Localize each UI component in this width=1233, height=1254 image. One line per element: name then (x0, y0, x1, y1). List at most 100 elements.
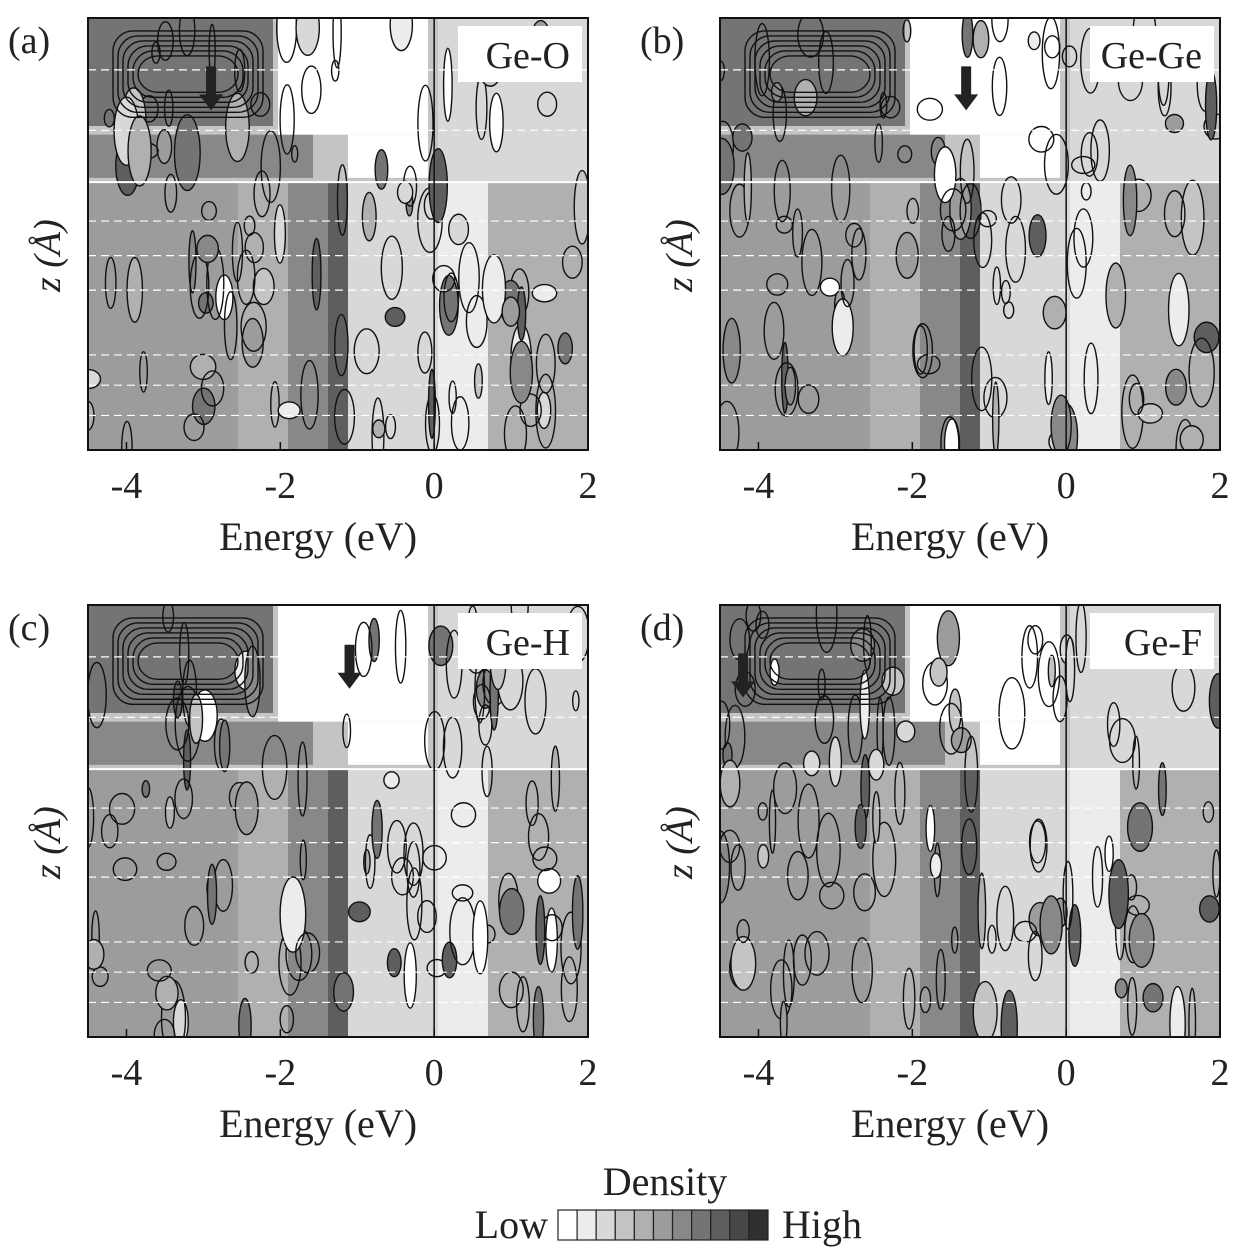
x-axis-label: Energy (eV) (851, 1101, 1049, 1146)
contour-line (428, 625, 454, 667)
colorbar-cell (691, 1209, 712, 1241)
contour-line (442, 47, 453, 122)
gap-region (980, 134, 1060, 178)
panel-annotation: Ge-F (1124, 622, 1202, 664)
gap-region (348, 721, 428, 765)
contour-line (240, 301, 267, 352)
colorbar-cell (633, 1209, 655, 1241)
contour-line (1169, 985, 1186, 1037)
contour-line (814, 695, 835, 745)
contour-line (162, 605, 175, 633)
contour-line (438, 274, 459, 336)
contour-line (571, 874, 584, 950)
contour-line (250, 91, 271, 117)
contour-line (1164, 368, 1188, 406)
contour-line (1028, 125, 1055, 153)
contour-line (557, 332, 574, 365)
contour-line (537, 91, 558, 117)
contour-line (371, 799, 383, 859)
y-axis-label: z (Å) (27, 219, 69, 293)
contour-line (763, 301, 785, 360)
contour-line (270, 380, 280, 428)
panel-annotation: Ge-H (486, 622, 570, 664)
contour-line (1027, 625, 1044, 655)
contour-line (465, 294, 488, 349)
contour-line (473, 363, 483, 399)
contour-line (481, 745, 493, 798)
x-tick-label: 0 (425, 465, 444, 507)
contour-line (736, 919, 750, 944)
contour-line (447, 213, 470, 246)
contour-line (279, 1004, 295, 1034)
contour-line (88, 938, 105, 970)
contour-line (1037, 641, 1061, 708)
contour-line (1179, 425, 1204, 450)
contour-line (428, 147, 449, 224)
contour-line (987, 924, 997, 954)
contour-line (1128, 382, 1145, 416)
contour-line (127, 115, 152, 187)
density-band (960, 769, 980, 1037)
contour-line (940, 416, 960, 450)
contour-line (749, 35, 891, 114)
contour-line (882, 696, 896, 766)
contour-line (336, 164, 349, 237)
contour-line (390, 857, 415, 896)
contour-line (403, 822, 424, 887)
contour-line (189, 353, 217, 381)
contour-line (386, 948, 402, 978)
contour-line (443, 272, 460, 323)
contour-line (241, 317, 264, 368)
contour-line (1167, 272, 1190, 347)
x-tick-label: 2 (1211, 1052, 1230, 1094)
contour-line (991, 381, 1000, 450)
contour-line (1042, 295, 1067, 330)
contour-line (531, 283, 558, 303)
contour-line (754, 40, 886, 109)
x-tick-label: 2 (579, 1052, 598, 1094)
contour-line (757, 802, 768, 821)
x-tick-label: -4 (111, 1052, 143, 1094)
contour-line (867, 748, 885, 781)
arrow (337, 644, 362, 689)
contour-line (1027, 31, 1041, 51)
contour-line (1080, 132, 1099, 177)
gap-region (980, 721, 1060, 765)
contour-line (929, 657, 948, 687)
contour-line (301, 65, 322, 115)
contour-line (368, 617, 380, 663)
contour-line (188, 693, 204, 745)
contour-line (880, 95, 901, 119)
panel-label: (d) (640, 607, 684, 649)
contour-line (503, 405, 528, 450)
contour-line (481, 254, 507, 324)
contour-line (279, 84, 295, 155)
contour-line (173, 114, 201, 192)
contour-line (279, 876, 307, 953)
contour-line (1000, 176, 1022, 224)
panel-annotation: Ge-Ge (1101, 35, 1202, 77)
contour-line (819, 277, 841, 297)
x-axis-label: Energy (eV) (219, 1101, 417, 1146)
x-axis-label: Energy (eV) (219, 514, 417, 559)
contour-line (244, 950, 259, 974)
y-axis-label: z (Å) (659, 219, 701, 293)
contour-line (764, 50, 876, 99)
contour-line (311, 237, 322, 311)
contour-line (112, 857, 138, 882)
contour-line (200, 370, 225, 407)
contour-line (1047, 654, 1056, 688)
contour-line (906, 197, 920, 225)
contour-line (786, 850, 809, 901)
x-tick-label: -2 (264, 1052, 296, 1094)
contour-line (252, 267, 275, 306)
contour-line (394, 609, 407, 684)
contour-line (961, 18, 974, 59)
contour-line (104, 256, 117, 310)
colorbar-cell (671, 1209, 693, 1241)
contour-line (1068, 903, 1082, 968)
contour-line (297, 741, 308, 817)
contour-line (244, 231, 265, 264)
contour-line (165, 697, 190, 751)
contour-line (902, 19, 912, 43)
